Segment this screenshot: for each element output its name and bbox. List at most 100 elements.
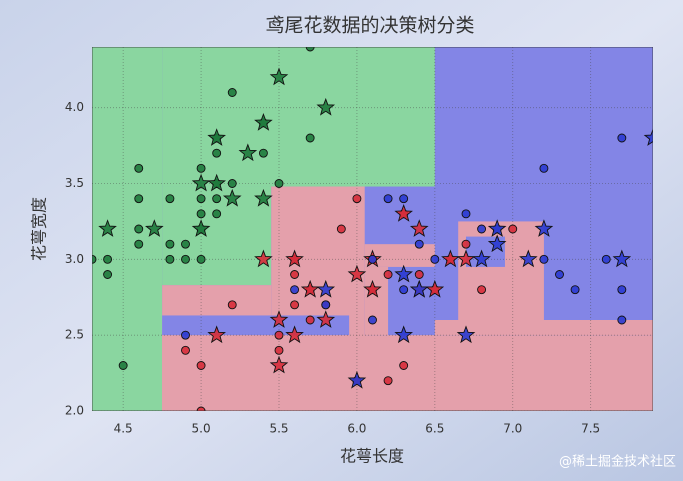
train-point [227, 88, 237, 97]
watermark: @稀土掘金技术社区 [559, 454, 676, 470]
train-point [399, 361, 409, 370]
test-point [191, 219, 211, 237]
test-point [394, 264, 413, 283]
train-point [368, 254, 377, 264]
train-point [430, 254, 440, 264]
train-point [274, 330, 284, 340]
train-point [196, 194, 206, 204]
train-point [508, 224, 518, 234]
train-point [165, 194, 175, 204]
y-tick-label: 3.0 [65, 252, 84, 266]
test-point [612, 249, 632, 268]
train-point [305, 315, 315, 325]
train-point [477, 224, 487, 234]
test-point [347, 370, 367, 389]
train-point [165, 239, 175, 249]
test-point [316, 97, 336, 116]
y-tick-label: 2.5 [65, 328, 84, 342]
test-point [207, 128, 226, 146]
test-point [347, 264, 367, 283]
train-point [321, 300, 331, 310]
plot-area [92, 47, 653, 411]
test-point [363, 279, 382, 298]
train-point [134, 224, 144, 234]
train-point [227, 179, 237, 188]
train-point [196, 163, 206, 173]
test-point [409, 219, 429, 237]
train-point [274, 179, 284, 188]
test-point [643, 128, 653, 146]
train-point [461, 239, 471, 249]
x-tick-label: 7.0 [503, 422, 522, 436]
x-tick-label: 6.0 [347, 422, 366, 436]
decision-region [364, 244, 435, 267]
test-point [98, 219, 117, 237]
test-point [191, 173, 211, 192]
x-tick-label: 7.5 [581, 422, 600, 436]
train-point [92, 254, 97, 264]
decision-region [458, 221, 544, 320]
train-point [383, 270, 393, 279]
test-point [300, 279, 320, 298]
decision-region [162, 315, 350, 336]
test-point [269, 310, 289, 328]
test-point [487, 219, 507, 237]
train-point [212, 194, 222, 204]
train-point [555, 270, 564, 279]
train-point [181, 254, 190, 264]
points [92, 47, 653, 411]
train-point [274, 345, 284, 355]
train-point [414, 270, 424, 279]
train-point [305, 47, 315, 52]
train-point [165, 254, 175, 264]
train-point [196, 254, 206, 264]
train-point [103, 270, 113, 279]
chart-title: 鸢尾花数据的决策树分类 [265, 15, 474, 37]
decision-region [434, 320, 653, 336]
test-point [472, 249, 491, 268]
train-point [539, 163, 549, 173]
train-point [539, 254, 549, 264]
y-axis-label: 花萼宽度 [30, 197, 49, 261]
test-point [238, 143, 258, 162]
test-point [519, 249, 538, 268]
test-point [316, 310, 336, 328]
train-point [290, 300, 300, 310]
train-point [181, 330, 190, 340]
train-point [181, 239, 190, 249]
x-axis-label: 花萼长度 [340, 447, 404, 466]
x-tick-label: 4.5 [114, 422, 133, 436]
train-point [134, 239, 144, 249]
train-point [570, 285, 580, 295]
train-point [383, 194, 393, 204]
train-point [399, 285, 409, 295]
train-point [181, 345, 190, 355]
train-point [290, 285, 300, 295]
test-point [409, 279, 429, 298]
train-point [118, 361, 128, 370]
test-point [254, 188, 273, 207]
train-point [461, 209, 471, 219]
test-point [456, 325, 476, 344]
train-point [601, 254, 611, 264]
train-point [290, 270, 300, 279]
train-point [103, 254, 113, 264]
test-point [441, 249, 460, 268]
test-point [316, 279, 336, 298]
test-point [534, 219, 554, 237]
train-point [258, 148, 268, 158]
x-tick-label: 6.5 [425, 422, 444, 436]
test-point [207, 173, 226, 192]
train-point [212, 148, 222, 158]
test-point [394, 204, 413, 222]
train-point [383, 376, 393, 386]
y-tick-label: 3.5 [65, 176, 84, 190]
test-point [207, 325, 226, 344]
train-point [227, 300, 237, 310]
train-point [368, 315, 377, 325]
train-point [617, 315, 627, 325]
train-point [336, 224, 346, 234]
train-point [196, 406, 206, 411]
train-point [399, 194, 409, 204]
